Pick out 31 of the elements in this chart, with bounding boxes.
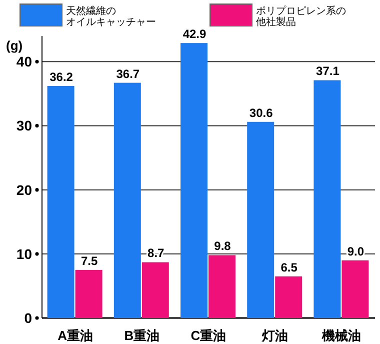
- x-tick-label: A重油: [58, 328, 93, 343]
- x-tick-label: B重油: [124, 328, 160, 343]
- y-tick-label: 0: [24, 310, 32, 326]
- bar: [75, 270, 102, 318]
- data-label: 6.5: [280, 260, 298, 274]
- data-label: 30.6: [249, 106, 274, 120]
- bar: [247, 122, 274, 318]
- legend-label: ポリプロピレン系の他社製品: [256, 5, 346, 28]
- y-tick-label: 30: [16, 118, 32, 134]
- bar: [342, 260, 369, 318]
- bar: [314, 80, 341, 318]
- bar: [275, 276, 302, 318]
- data-label: 37.1: [316, 64, 340, 78]
- y-tick-label: 10: [16, 246, 32, 262]
- legend-label: 天然繊維のオイルキャッチャー: [66, 5, 156, 28]
- y-tick-label: 20: [16, 182, 32, 198]
- x-tick-label: C重油: [190, 328, 226, 343]
- bar: [180, 43, 208, 318]
- bar: [142, 262, 169, 318]
- x-tick-label: 機械油: [321, 328, 362, 343]
- data-label: 7.5: [80, 254, 98, 268]
- y-tick-label: 40: [16, 54, 32, 70]
- bar: [114, 82, 141, 318]
- data-label: 36.2: [50, 70, 74, 84]
- x-tick-label: 灯油: [261, 328, 288, 343]
- y-axis-title: (g): [6, 38, 23, 53]
- bar: [47, 86, 74, 318]
- data-label: 42.9: [182, 27, 206, 42]
- data-label: 9.8: [214, 239, 232, 254]
- bar: [208, 255, 236, 318]
- data-label: 36.7: [116, 66, 140, 81]
